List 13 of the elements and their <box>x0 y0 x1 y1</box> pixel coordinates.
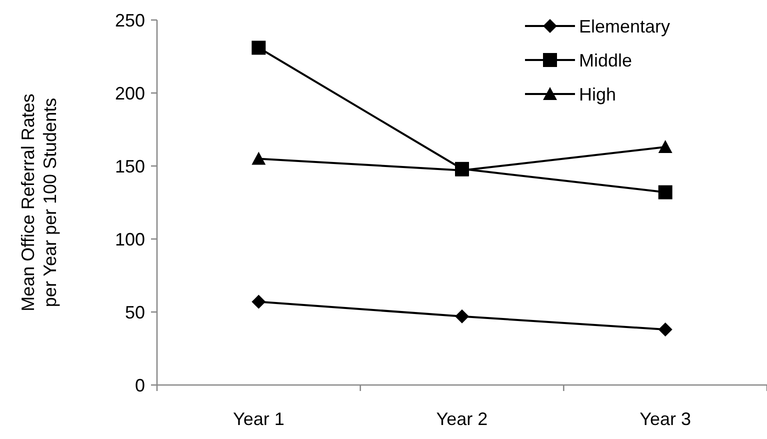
y-tick-label: 0 <box>134 375 145 396</box>
legend-label: High <box>579 84 616 104</box>
y-tick-label: 100 <box>114 229 145 250</box>
x-tick-label: Year 2 <box>436 409 488 429</box>
y-tick-label: 150 <box>114 156 145 176</box>
x-tick-label: Year 1 <box>232 409 284 429</box>
legend-label: Middle <box>579 50 632 70</box>
y-tick-label: 50 <box>124 302 145 322</box>
y-axis-title: Mean Office Referral Rates per Year per 100 Students <box>18 94 60 312</box>
y-tick-label: 200 <box>114 83 145 104</box>
legend-label: Elementary <box>579 16 670 36</box>
x-tick-label: Year 3 <box>640 409 692 429</box>
y-tick-label: 250 <box>114 10 145 30</box>
